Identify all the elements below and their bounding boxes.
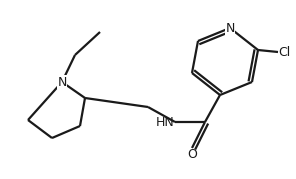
Text: O: O	[187, 148, 197, 161]
Text: HN: HN	[156, 115, 175, 129]
Text: N: N	[57, 76, 67, 88]
Text: Cl: Cl	[278, 45, 290, 59]
Text: N: N	[225, 21, 235, 35]
